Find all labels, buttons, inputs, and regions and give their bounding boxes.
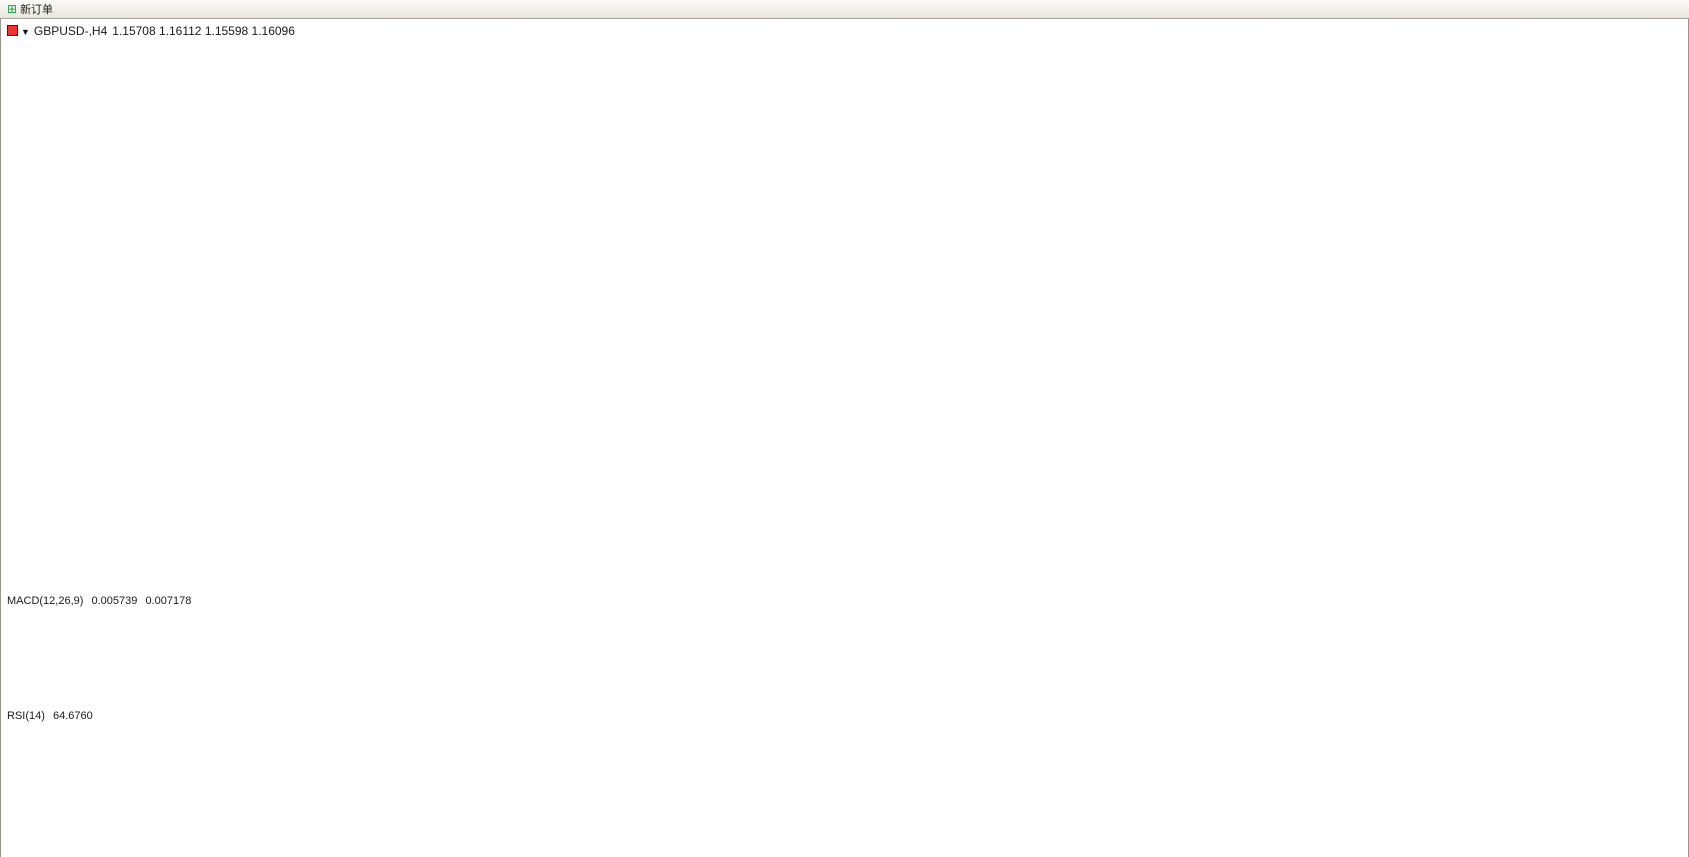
chart-canvas[interactable] xyxy=(1,19,1689,857)
symbol-icon xyxy=(7,25,18,36)
chart-window: ▼ GBPUSD-,H4 1.15708 1.16112 1.15598 1.160… xyxy=(0,19,1689,857)
rsi-name: RSI(14) xyxy=(7,710,45,722)
main-toolbar: ⊞ 新订单 xyxy=(0,0,1689,19)
new-order-button[interactable]: ⊞ 新订单 xyxy=(4,1,56,18)
rsi-indicator-label: RSI(14) 64.6760 xyxy=(7,710,93,722)
symbol-period-label: GBPUSD-,H4 xyxy=(33,24,108,38)
macd-main-value: 0.005739 xyxy=(91,595,138,607)
collapse-arrow-icon[interactable]: ▼ xyxy=(21,27,30,37)
new-order-icon: ⊞ xyxy=(7,1,18,16)
macd-name: MACD(12,26,9) xyxy=(7,595,84,607)
new-order-label: 新订单 xyxy=(20,4,54,16)
macd-signal-value: 0.007178 xyxy=(145,595,192,607)
ohlc-values: 1.15708 1.16112 1.15598 1.16096 xyxy=(112,24,295,38)
macd-indicator-label: MACD(12,26,9) 0.005739 0.007178 xyxy=(7,595,191,607)
chart-title: ▼ GBPUSD-,H4 1.15708 1.16112 1.15598 1.160… xyxy=(7,24,295,38)
rsi-value: 64.6760 xyxy=(52,710,93,722)
